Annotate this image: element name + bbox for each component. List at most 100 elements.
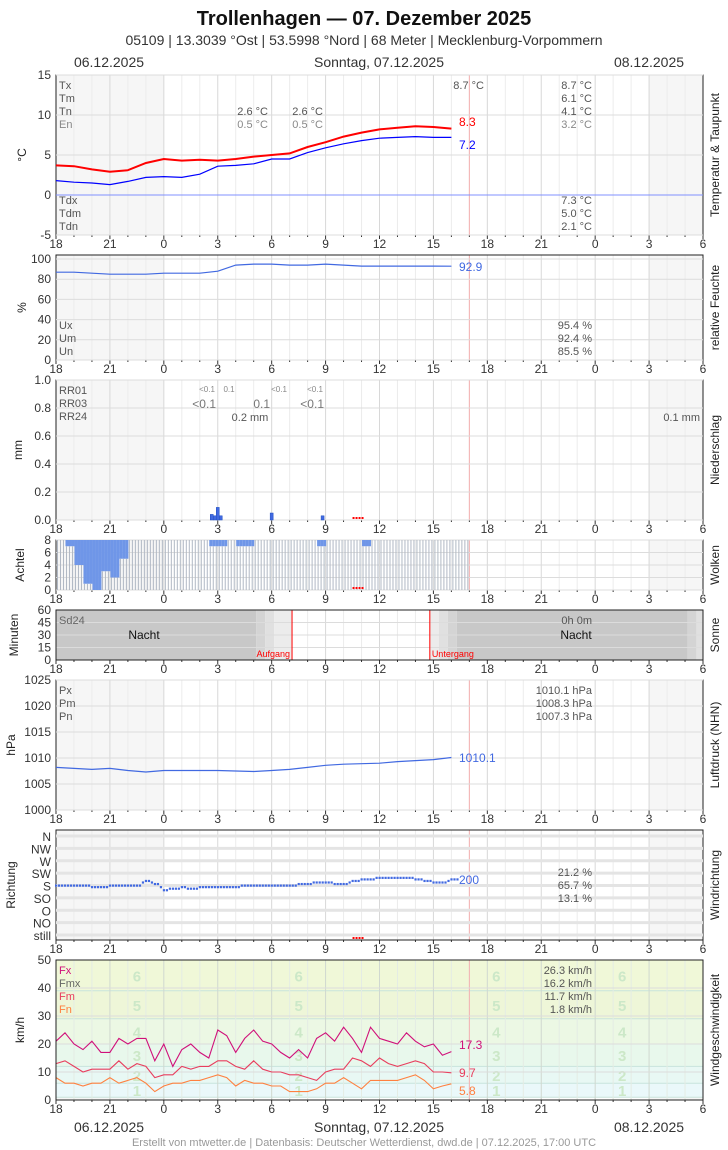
x-tick-label: 18 — [481, 362, 495, 376]
precipitation-panel — [55, 379, 704, 524]
stat-label: Pn — [59, 711, 72, 723]
rr24-next-value: 0.1 mm — [663, 412, 700, 424]
x-tick-label: 3 — [214, 1102, 221, 1116]
wind-direction-point — [198, 886, 201, 889]
x-tick-label: 21 — [103, 812, 117, 826]
x-tick-label: 18 — [49, 662, 63, 676]
cloud-gap-bar — [362, 540, 366, 547]
cloud-gap-bar — [323, 540, 327, 547]
y-tick-label: N — [42, 830, 51, 844]
wind-direction-point — [396, 876, 399, 879]
missing-data-marker — [361, 587, 364, 589]
cloud-gap-bar — [212, 540, 216, 547]
cloud-gap-bar — [89, 540, 93, 584]
wind-direction-point — [87, 884, 91, 887]
wind-direction-point — [168, 887, 172, 890]
beaufort-label: 5 — [133, 998, 141, 1015]
y-tick-label: 30 — [38, 1009, 52, 1023]
rr01-value: 0.1 — [223, 385, 235, 394]
wind-direction-point — [213, 886, 216, 889]
wind-direction-point — [207, 886, 210, 889]
wind-direction-point — [270, 884, 273, 887]
dewpoint-last-value: 7.2 — [459, 138, 476, 152]
stat-label: Px — [59, 685, 72, 697]
beaufort-label: 3 — [294, 1048, 302, 1065]
x-tick-label: 21 — [103, 522, 117, 536]
stat-label: Un — [59, 346, 73, 358]
x-tick-label: 0 — [160, 942, 167, 956]
cloud-gap-bar — [317, 540, 321, 547]
wind-direction-point — [330, 881, 333, 884]
wind-direction-point — [201, 886, 204, 889]
wind-direction-point — [390, 876, 393, 879]
beaufort-label: 1 — [618, 1083, 626, 1100]
wind-direction-point — [411, 876, 414, 879]
stat-value: 1007.3 hPa — [536, 711, 593, 723]
wind-direction-point — [180, 886, 184, 889]
cloud-gap-bar — [71, 540, 75, 547]
wind-direction-point — [312, 881, 315, 884]
x-tick-label: 21 — [103, 942, 117, 956]
wind-last-value: 9.7 — [459, 1066, 476, 1080]
wind-direction-point — [126, 884, 130, 887]
tx-current-value: 8.7 °C — [453, 80, 484, 92]
beaufort-label: 1 — [492, 1083, 500, 1100]
y-tick-label: S — [43, 880, 51, 894]
tn-value: 2.6 °C — [237, 106, 268, 118]
wind-direction-point — [63, 884, 67, 887]
y-tick-label: NW — [31, 842, 52, 856]
wind-direction-point — [219, 886, 222, 889]
wind-direction-point — [276, 884, 279, 887]
x-tick-label: 9 — [322, 592, 329, 606]
x-tick-label: 3 — [646, 522, 653, 536]
x-tick-label: 6 — [700, 522, 707, 536]
wind-direction-point — [171, 887, 175, 890]
y-tick-label: 5 — [44, 148, 51, 162]
wind_direction-panel-title: Windrichtung — [708, 850, 722, 920]
wind-direction-point — [375, 876, 378, 879]
missing-data-marker — [352, 937, 355, 939]
cloud-gap-bar — [242, 540, 246, 547]
wind-direction-point — [156, 882, 160, 886]
wind-direction-point — [234, 886, 237, 889]
x-tick-label: 3 — [646, 237, 653, 251]
night-shade — [649, 255, 703, 360]
stat-value: 65.7 % — [558, 880, 592, 892]
en-value: 0.5 °C — [237, 119, 268, 131]
stat-label: Tx — [59, 80, 72, 92]
wind-direction-point — [306, 882, 309, 886]
y-tick-label: 60 — [38, 292, 52, 306]
y-tick-label: 0.4 — [34, 457, 51, 471]
x-tick-label: 6 — [700, 942, 707, 956]
beaufort-label: 5 — [492, 998, 500, 1015]
page-title: Trollenhagen — 07. Dezember 2025 — [197, 8, 532, 30]
x-tick-label: 15 — [427, 592, 441, 606]
missing-data-marker — [352, 517, 355, 519]
x-tick-label: 3 — [214, 237, 221, 251]
beaufort-label: 3 — [492, 1048, 500, 1065]
cloud-gap-bar — [116, 540, 120, 578]
footer-date-center: Sonntag, 07.12.2025 — [314, 1119, 444, 1135]
cloud-gap-bar — [95, 540, 99, 590]
x-tick-label: 21 — [535, 522, 549, 536]
wind-direction-point — [372, 878, 375, 881]
night-label: Nacht — [560, 628, 592, 642]
x-tick-label: 3 — [214, 812, 221, 826]
x-tick-label: 6 — [268, 362, 275, 376]
stat-label: Ux — [59, 320, 73, 332]
y-tick-label: 0.8 — [34, 401, 51, 415]
wind_speed-y-axis-label: km/h — [13, 1017, 27, 1043]
x-tick-label: 15 — [427, 942, 441, 956]
wind-direction-point — [57, 884, 61, 887]
wind-direction-point — [435, 881, 438, 884]
wind-direction-point — [285, 884, 288, 887]
y-tick-label: 1020 — [24, 699, 51, 713]
x-tick-label: 3 — [214, 942, 221, 956]
y-tick-label: 8 — [44, 533, 51, 547]
cloud-gap-bar — [251, 540, 255, 547]
y-tick-label: 40 — [38, 981, 52, 995]
x-tick-label: 6 — [700, 237, 707, 251]
stat-label: En — [59, 119, 72, 131]
wind-direction-point — [135, 884, 139, 887]
cloud-gap-bar — [221, 540, 225, 547]
